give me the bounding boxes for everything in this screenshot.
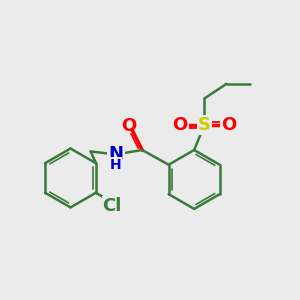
Text: O: O: [221, 116, 236, 134]
Text: H: H: [110, 158, 122, 172]
Text: N: N: [108, 146, 123, 164]
Text: O: O: [121, 117, 136, 135]
Text: S: S: [198, 116, 211, 134]
Text: Cl: Cl: [103, 197, 122, 215]
Text: O: O: [172, 116, 188, 134]
